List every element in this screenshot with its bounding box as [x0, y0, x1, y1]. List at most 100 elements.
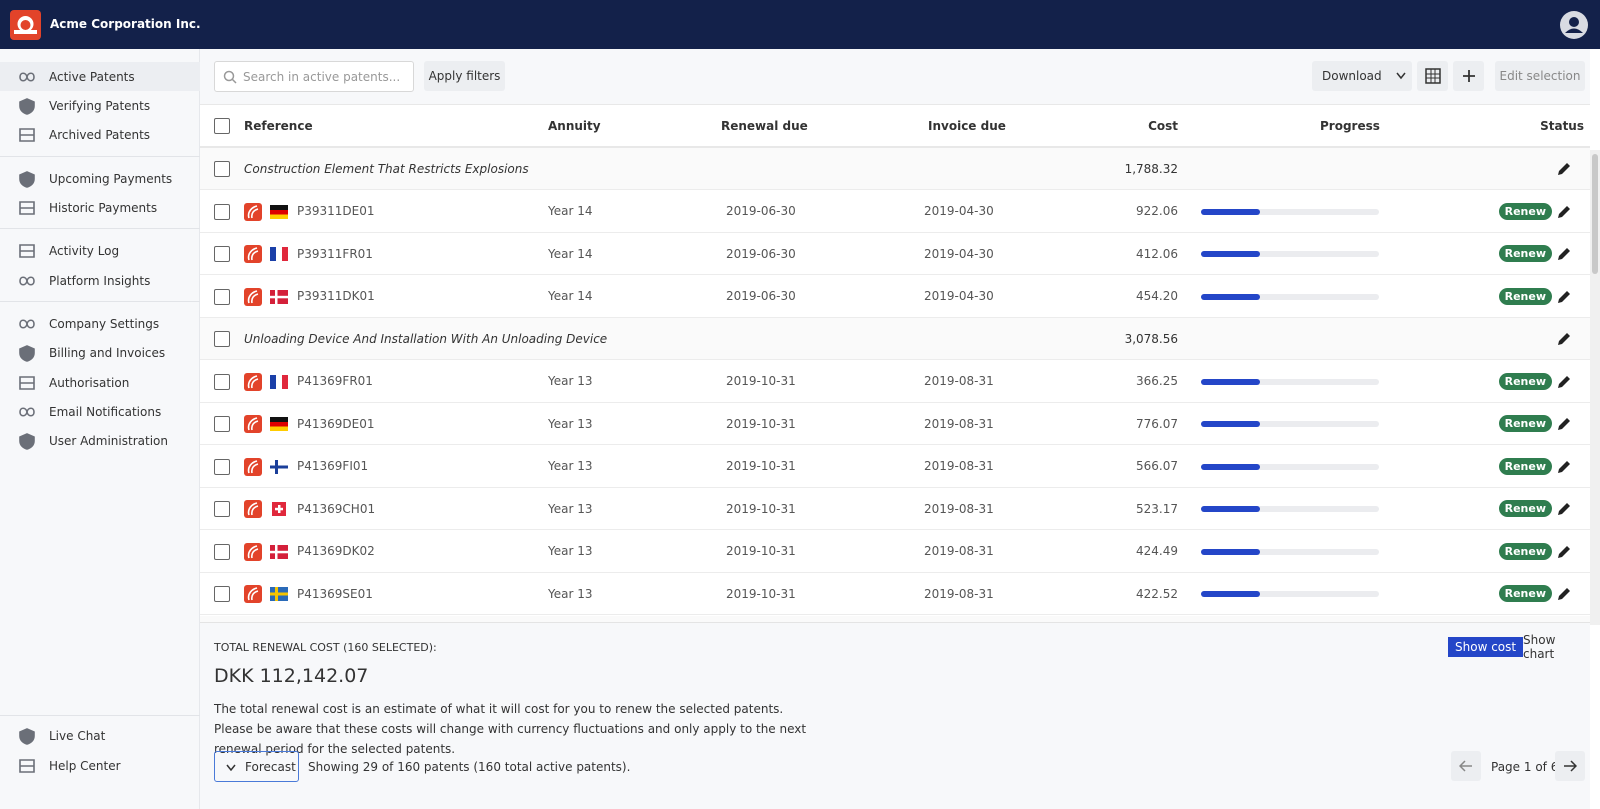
renew-label[interactable]: Renew	[1498, 415, 1552, 432]
checkbox[interactable]	[214, 161, 230, 177]
user-avatar[interactable]	[1560, 11, 1588, 39]
search-icon	[223, 70, 237, 84]
cost: 566.07	[1136, 459, 1178, 473]
prev-page[interactable]	[1451, 751, 1481, 781]
nav-label: Email Notifications	[49, 404, 162, 419]
flag-part	[270, 592, 288, 596]
icon-shape	[19, 275, 35, 286]
edit-icon[interactable]	[1557, 545, 1571, 559]
edit-icon[interactable]	[1557, 587, 1571, 601]
edit-icon[interactable]	[1557, 332, 1571, 346]
status-badge: Renew	[1498, 233, 1552, 274]
checkbox[interactable]	[214, 543, 230, 560]
renew-label[interactable]: Renew	[1498, 585, 1552, 602]
edit-icon[interactable]	[1557, 460, 1571, 474]
scroll-thumb[interactable]	[1592, 154, 1598, 274]
renew-label[interactable]: Renew	[1498, 202, 1552, 220]
show-cost-toggle[interactable]: Show cost	[1448, 637, 1524, 657]
logo[interactable]	[10, 10, 41, 40]
scrollbar[interactable]	[1590, 150, 1600, 625]
nav-icon	[19, 758, 35, 773]
annuity: Year 14	[548, 289, 593, 303]
edit-icon[interactable]	[1557, 205, 1571, 219]
edit-selection-button[interactable]: Edit selection	[1495, 61, 1585, 91]
nav-label: Help Center	[49, 758, 121, 773]
renew-label[interactable]: Renew	[1498, 500, 1552, 517]
group-title: Unloading Device And Installation With A…	[244, 331, 608, 346]
flag	[270, 247, 288, 261]
edit-icon[interactable]	[1557, 502, 1571, 516]
group-cost: 1,788.32	[1124, 161, 1178, 176]
page-indicator: Page 1 of 6	[1491, 760, 1559, 774]
brand-mark	[247, 417, 259, 431]
reference: P41369DK02	[297, 544, 375, 558]
nav-item[interactable]: Archived Patents	[0, 120, 200, 149]
grid-view-button[interactable]	[1417, 61, 1448, 91]
nav-item[interactable]: Help Center	[0, 751, 200, 780]
renew-label[interactable]: Renew	[1498, 245, 1552, 262]
icon-shape	[19, 344, 35, 362]
nav-icon	[19, 71, 35, 82]
nav-item[interactable]: Billing and Invoices	[0, 338, 200, 367]
renewal-due: 2019-06-30	[726, 246, 796, 261]
nav-item[interactable]: Company Settings	[0, 309, 200, 338]
checkbox[interactable]	[214, 501, 230, 517]
cost: 412.06	[1136, 246, 1178, 261]
icon-shape	[19, 406, 35, 417]
flag-part	[275, 507, 283, 511]
nav-item[interactable]: User Administration	[0, 426, 200, 455]
icon-shape	[19, 71, 35, 82]
annuity: Year 14	[548, 204, 593, 218]
reference: P39311DE01	[297, 204, 375, 218]
edit-icon[interactable]	[1557, 247, 1571, 261]
nav-item[interactable]: Active Patents	[0, 62, 200, 91]
brand-mark	[247, 374, 259, 388]
edit-icon[interactable]	[1557, 162, 1571, 176]
checkbox[interactable]	[214, 458, 230, 475]
summary-panel: TOTAL RENEWAL COST (160 SELECTED): DKK 1…	[200, 622, 1590, 809]
next-page[interactable]	[1555, 751, 1585, 781]
progress-track	[1201, 591, 1379, 597]
patent-row: P41369CH01 Year 13 2019-10-31 2019-08-31 523…	[200, 488, 1590, 530]
nav-item[interactable]: Authorisation	[0, 368, 200, 397]
flag-part	[270, 550, 288, 553]
checkbox[interactable]	[214, 118, 230, 134]
nav-item[interactable]: Verifying Patents	[0, 91, 200, 120]
top-bar: Acme Corporation Inc.	[0, 0, 1600, 49]
forecast-button[interactable]: Forecast	[214, 751, 299, 782]
edit-icon[interactable]	[1557, 290, 1571, 304]
edit-icon[interactable]	[1557, 417, 1571, 431]
nav-icon	[19, 200, 35, 215]
nav-item[interactable]: Historic Payments	[0, 193, 200, 222]
nav-item[interactable]: Email Notifications	[0, 397, 200, 426]
nav-item[interactable]: Activity Log	[0, 236, 200, 265]
renew-label[interactable]: Renew	[1498, 542, 1552, 560]
brand-mark	[247, 204, 259, 218]
divider	[0, 156, 200, 157]
checkbox[interactable]	[214, 331, 230, 347]
renew-label[interactable]: Renew	[1498, 287, 1552, 305]
checkbox[interactable]	[214, 203, 230, 220]
renew-label[interactable]: Renew	[1498, 372, 1552, 390]
checkbox[interactable]	[214, 288, 230, 305]
checkbox[interactable]	[214, 416, 230, 432]
edit-icon[interactable]	[1557, 375, 1571, 389]
nav-item[interactable]: Live Chat	[0, 721, 200, 750]
renew-label[interactable]: Renew	[1498, 457, 1552, 475]
nav-item[interactable]: Platform Insights	[0, 266, 200, 295]
checkbox[interactable]	[214, 246, 230, 262]
apply-filters-button[interactable]: Apply filters	[424, 61, 505, 91]
download-button[interactable]: Download	[1312, 61, 1412, 91]
nav-item[interactable]: Upcoming Payments	[0, 164, 200, 193]
show-chart-toggle[interactable]: Show chart	[1523, 633, 1556, 661]
invoice-due: 2019-08-31	[924, 586, 994, 601]
icon-shape	[19, 727, 35, 745]
checkbox[interactable]	[214, 586, 230, 602]
progress-bar	[1201, 293, 1260, 300]
checkbox[interactable]	[214, 373, 230, 390]
search-box[interactable]: Search in active patents...	[214, 61, 414, 92]
main-content: Search in active patents... Apply filter…	[200, 49, 1590, 809]
pencil	[1558, 333, 1570, 345]
flag-part	[270, 247, 276, 261]
add-button[interactable]	[1453, 61, 1484, 91]
